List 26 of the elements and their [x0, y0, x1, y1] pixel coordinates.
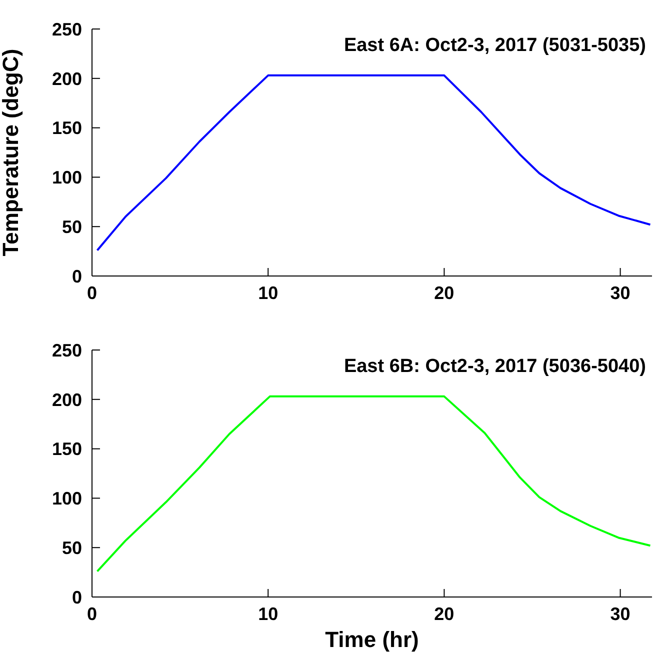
chart-title: East 6A: Oct2-3, 2017 (5031-5035) [344, 35, 646, 57]
chart-title: East 6B: Oct2-3, 2017 (5036-5040) [344, 356, 646, 378]
line-series [96, 395, 652, 572]
y-axis-title: Temperature (degC) [0, 48, 23, 256]
y-tick-label: 0 [72, 266, 82, 286]
x-tick-label: 0 [86, 604, 98, 624]
x-axis-title: Time (hr) [325, 627, 419, 652]
line-series [96, 74, 652, 252]
x-tick-label: 20 [434, 604, 454, 624]
y-tick-label: 150 [52, 118, 82, 138]
y-tick-label: 100 [52, 488, 82, 509]
x-tick-label: 30 [610, 604, 630, 624]
y-tick-label: 0 [72, 587, 82, 608]
y-tick-label: 150 [52, 439, 82, 460]
y-tick-label: 50 [62, 538, 82, 558]
x-tick-label: 30 [610, 282, 630, 303]
x-tick-label: 0 [86, 282, 98, 303]
y-tick-label: 200 [52, 68, 82, 89]
y-tick-label: 250 [52, 19, 82, 40]
y-tick-label: 200 [52, 390, 82, 410]
y-tick-label: 50 [62, 216, 82, 237]
y-tick-label: 250 [52, 340, 82, 360]
x-tick-label: 10 [258, 604, 278, 624]
y-tick-label: 100 [52, 168, 82, 188]
x-tick-label: 10 [258, 282, 278, 303]
x-tick-label: 20 [434, 282, 454, 303]
